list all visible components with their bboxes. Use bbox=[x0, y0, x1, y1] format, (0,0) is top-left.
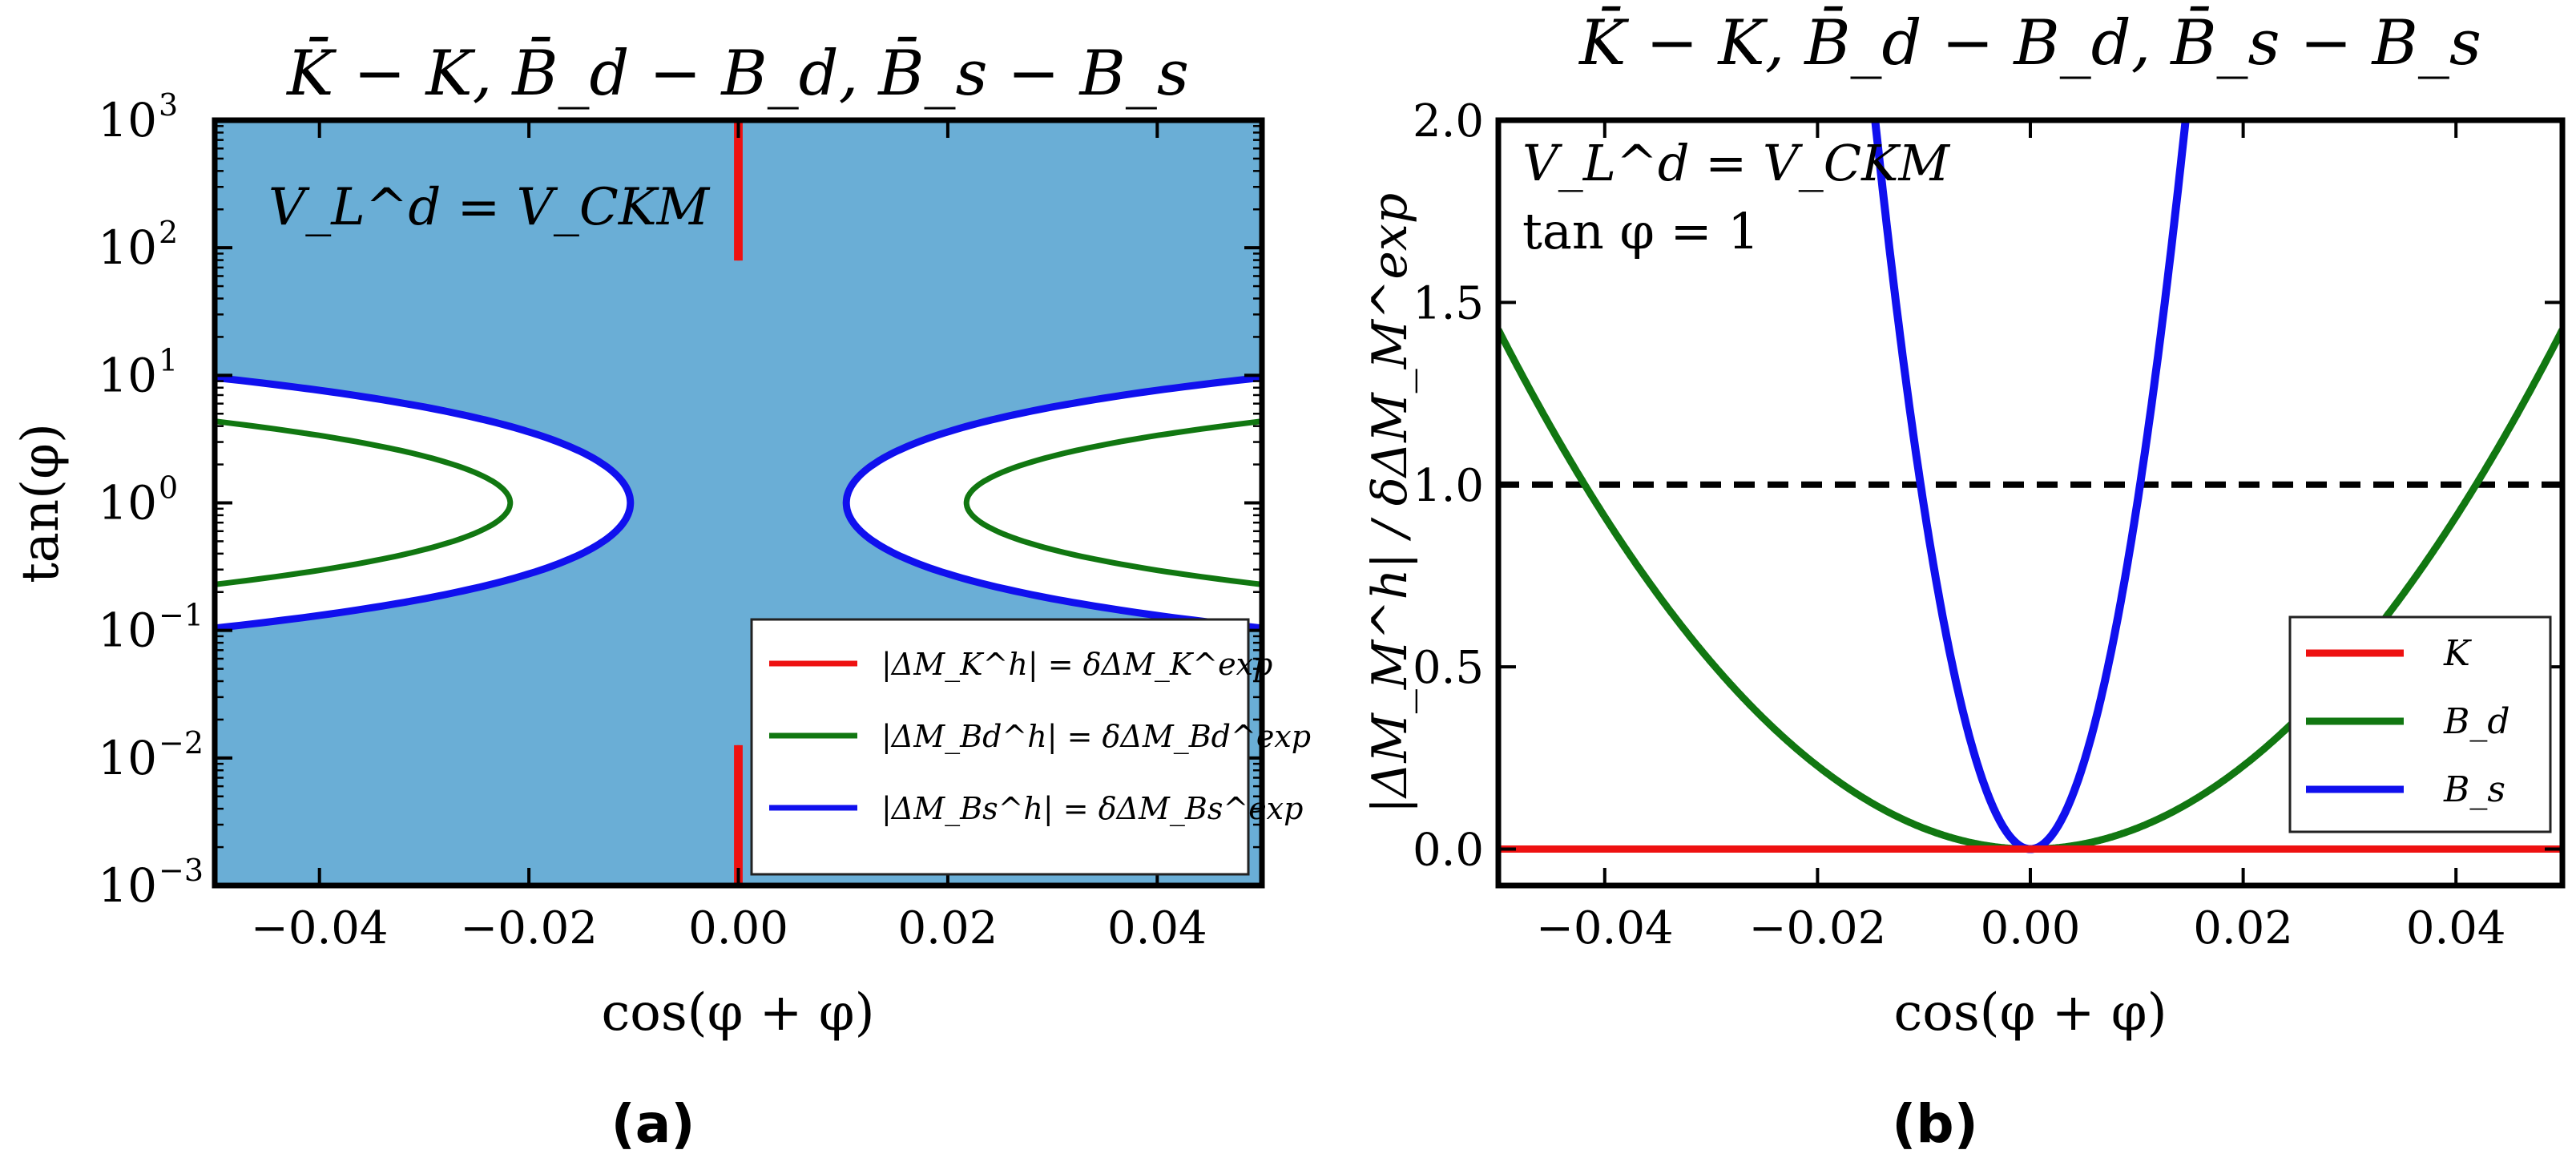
y-tick-exponent-a: 2 bbox=[159, 215, 178, 250]
y-tick-label-b: 2.0 bbox=[1413, 95, 1484, 147]
panel-a-title: K̄ − K, B̄_d − B_d, B̄_s − B_s bbox=[285, 36, 1189, 110]
panel-b-title: K̄ − K, B̄_d − B_d, B̄_s − B_s bbox=[1578, 6, 2481, 79]
legend-a-label-k: |ΔM_K^h| = δΔM_K^exp bbox=[881, 647, 1272, 683]
panel-label-b: (b) bbox=[1892, 1093, 1978, 1155]
y-tick-label-a: 10 bbox=[98, 858, 157, 913]
legend-b-label-bd: B_d bbox=[2443, 701, 2510, 742]
annotation-vld-b: V_L^d = V_CKM bbox=[1522, 134, 1950, 192]
x-tick-label-b: 0.00 bbox=[1981, 902, 2081, 954]
x-tick-label-a: 0.02 bbox=[898, 902, 998, 954]
x-tick-label-a: 0.04 bbox=[1107, 902, 1207, 954]
annotation-vld-a: V_L^d = V_CKM bbox=[268, 178, 711, 237]
legend-a: |ΔM_K^h| = δΔM_K^exp |ΔM_Bd^h| = δΔM_Bd^… bbox=[750, 618, 1311, 876]
bs-contour-left bbox=[215, 373, 635, 632]
y-tick-label-b: 1.5 bbox=[1413, 277, 1484, 329]
x-tick-label-a: −0.02 bbox=[460, 902, 598, 954]
annotation-tanphi-b: tan φ = 1 bbox=[1522, 202, 1760, 260]
y-tick-label-a: 10 bbox=[98, 731, 157, 785]
x-axis-label-b: cos(φ + φ) bbox=[1893, 983, 2167, 1043]
panel-a: K̄ − K, B̄_d − B_d, B̄_s − B_s −0.04 −0.0… bbox=[11, 36, 1311, 1155]
bs-contour-right bbox=[842, 373, 1262, 632]
x-tick-label-b: 0.04 bbox=[2406, 902, 2506, 954]
y-tick-label-b: 0.0 bbox=[1413, 825, 1484, 877]
y-tick-exponent-a: −3 bbox=[159, 853, 204, 888]
y-tick-label-b: 1.0 bbox=[1413, 460, 1484, 512]
y-tick-label-a: 10 bbox=[98, 348, 157, 402]
x-axis-label-a: cos(φ + φ) bbox=[601, 983, 874, 1043]
y-tick-exponent-a: 3 bbox=[159, 87, 178, 123]
legend-b-label-k: K bbox=[2443, 633, 2472, 674]
y-tick-exponent-a: −2 bbox=[159, 725, 204, 761]
panel-b: K̄ − K, B̄_d − B_d, B̄_s − B_s −0.04 −0.0… bbox=[1362, 6, 2566, 1155]
y-axis-label-a: tan(φ) bbox=[11, 423, 71, 583]
y-tick-label-a: 10 bbox=[98, 93, 157, 147]
y-tick-exponent-a: 0 bbox=[159, 470, 178, 506]
legend-a-label-bd: |ΔM_Bd^h| = δΔM_Bd^exp bbox=[881, 719, 1311, 755]
bd-contour-left bbox=[215, 418, 514, 587]
x-tick-label-b: −0.02 bbox=[1749, 902, 1887, 954]
legend-b-label-bs: B_s bbox=[2443, 769, 2505, 810]
y-tick-exponent-a: −1 bbox=[159, 598, 204, 633]
y-axis-label-b: |ΔM_M^h| / δΔM_M^exp bbox=[1362, 193, 1418, 813]
y-tick-label-b: 0.5 bbox=[1413, 642, 1484, 694]
x-tick-label-a: −0.04 bbox=[251, 902, 389, 954]
bd-contour-right bbox=[963, 418, 1262, 587]
x-tick-label-b: −0.04 bbox=[1536, 902, 1674, 954]
y-tick-label-a: 10 bbox=[98, 476, 157, 531]
panel-label-a: (a) bbox=[611, 1093, 695, 1155]
legend-a-label-bs: |ΔM_Bs^h| = δΔM_Bs^exp bbox=[881, 791, 1303, 827]
x-tick-label-a: 0.00 bbox=[688, 902, 788, 954]
legend-b: K B_d B_s bbox=[2288, 615, 2552, 833]
x-tick-label-b: 0.02 bbox=[2193, 902, 2293, 954]
y-tick-exponent-a: 1 bbox=[159, 342, 178, 377]
y-tick-label-a: 10 bbox=[98, 220, 157, 275]
y-tick-label-a: 10 bbox=[98, 603, 157, 658]
